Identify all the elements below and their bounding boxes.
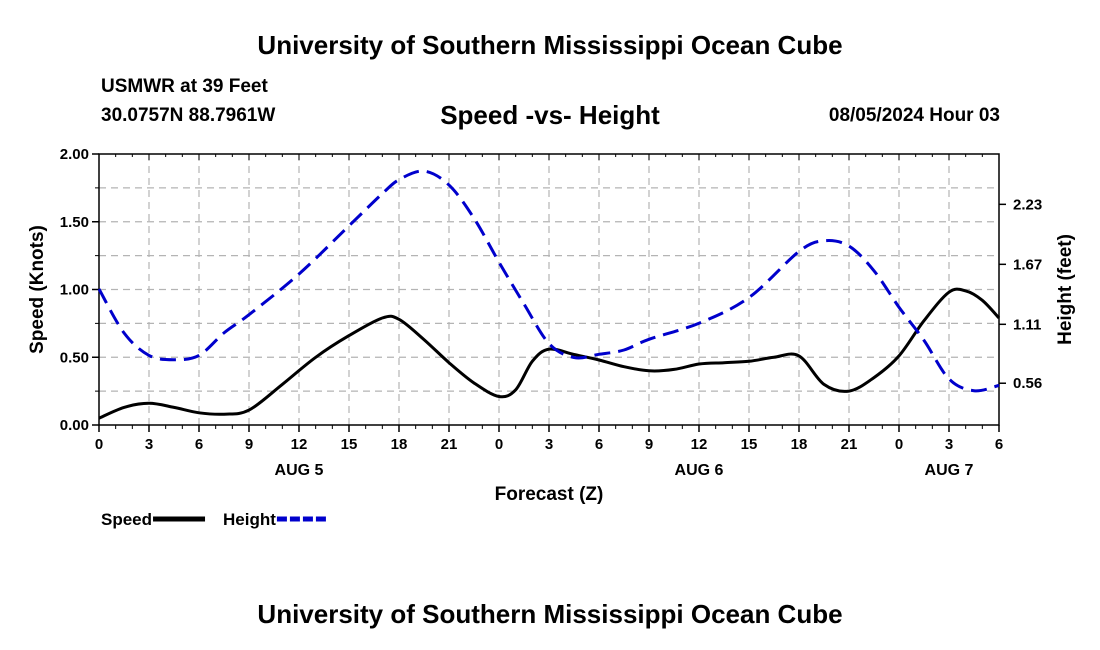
x-tick-label: 6 (995, 436, 1003, 453)
right-y-tick-label: 2.23 (1013, 196, 1042, 213)
x-tick-label: 3 (945, 436, 953, 453)
forecast-timestamp: 08/05/2024 Hour 03 (828, 105, 1000, 126)
right-y-tick-label: 1.11 (1013, 316, 1041, 333)
day-label: AUG 5 (275, 462, 324, 479)
footer-title: University of Southern Mississippi Ocean… (257, 599, 843, 629)
x-tick-label: 21 (441, 436, 458, 453)
x-tick-label: 0 (495, 436, 503, 453)
x-tick-label: 9 (245, 436, 253, 453)
x-tick-label: 15 (741, 436, 758, 453)
x-tick-label: 18 (391, 436, 408, 453)
x-axis-title: Forecast (Z) (495, 484, 604, 505)
x-tick-label: 0 (95, 436, 103, 453)
left-y-tick-label: 0.50 (60, 349, 89, 366)
left-y-tick-label: 0.00 (60, 417, 89, 434)
right-y-tick-label: 0.56 (1013, 375, 1042, 392)
left-y-tick-label: 1.00 (60, 282, 89, 299)
legend-label-height: Height (223, 510, 276, 529)
day-label: AUG 7 (925, 462, 974, 479)
x-tick-label: 6 (595, 436, 603, 453)
series-line-speed (98, 287, 1001, 420)
grid (99, 154, 999, 425)
x-tick-label: 6 (195, 436, 203, 453)
station-label: USMWR at 39 Feet (101, 76, 268, 97)
x-tick-label: 18 (791, 436, 808, 453)
chart-title: University of Southern Mississippi Ocean… (257, 30, 843, 60)
x-tick-label: 3 (545, 436, 553, 453)
day-label: AUG 6 (675, 462, 724, 479)
station-coordinates: 30.0757N 88.7961W (101, 105, 276, 126)
series-lines (97, 169, 1001, 420)
left-y-tick-label: 1.50 (60, 214, 89, 231)
x-tick-label: 21 (841, 436, 858, 453)
axis-labels: 0 3 6 9 12 15 18 21 0 3 6 9 12 15 18 21 0 3 6 0.00 0.50 1.00 1… (27, 146, 1076, 505)
x-tick-label: 12 (691, 436, 708, 453)
x-tick-label: 0 (895, 436, 903, 453)
right-y-tick-label: 1.67 (1013, 256, 1042, 273)
left-axis-title: Speed (Knots) (27, 225, 48, 354)
chart-subtitle: Speed -vs- Height (440, 100, 660, 130)
x-tick-label: 15 (341, 436, 358, 453)
x-tick-label: 12 (291, 436, 308, 453)
legend-label-speed: Speed (101, 510, 152, 529)
x-tick-label: 9 (645, 436, 653, 453)
series-line-height (97, 169, 1000, 393)
x-tick-label: 3 (145, 436, 153, 453)
left-y-tick-label: 2.00 (60, 146, 89, 163)
legend: Speed Height (101, 510, 329, 529)
axis-ticks (92, 153, 1006, 432)
right-axis-title: Height (feet) (1055, 234, 1076, 345)
